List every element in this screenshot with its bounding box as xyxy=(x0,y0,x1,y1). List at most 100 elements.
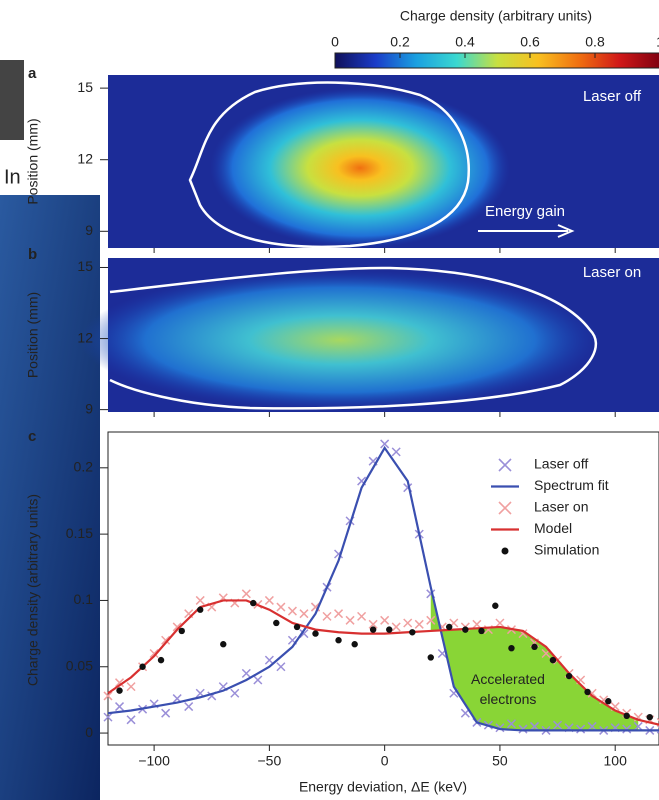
plot-frame xyxy=(107,431,659,746)
dot-marker xyxy=(462,626,469,633)
contour xyxy=(188,81,470,249)
dot-marker xyxy=(531,643,538,651)
y-tick-label: 9 xyxy=(85,400,93,416)
cross-marker xyxy=(391,622,401,632)
y-axis-label: Position (mm) xyxy=(25,292,41,378)
contour xyxy=(109,266,598,410)
legend-marker xyxy=(498,501,512,515)
y-tick-label: 9 xyxy=(85,222,93,238)
x-tick-label: −50 xyxy=(258,753,282,769)
colorbar-tick-label: 0.8 xyxy=(585,34,605,50)
legend-marker xyxy=(498,458,512,472)
cross-marker xyxy=(426,615,436,625)
cross-marker xyxy=(299,629,309,639)
dot-marker xyxy=(427,654,434,661)
cross-marker xyxy=(414,619,424,629)
cross-marker xyxy=(149,648,159,659)
y-tick-label: 0.2 xyxy=(74,459,94,475)
cross-marker xyxy=(264,655,274,665)
cross-marker xyxy=(357,611,367,621)
cross-marker xyxy=(184,702,194,712)
cross-marker xyxy=(518,724,528,734)
fragment-text: In xyxy=(4,166,21,188)
dot-marker xyxy=(565,672,573,680)
dot-marker xyxy=(646,713,653,721)
background xyxy=(0,195,100,800)
y-tick-label: 0.1 xyxy=(74,591,94,607)
cross-marker xyxy=(161,708,171,718)
dot-marker xyxy=(178,627,185,635)
dot-marker xyxy=(605,698,612,705)
annotation: Laser off xyxy=(583,88,642,105)
colorbar-tick-label: 0.4 xyxy=(455,34,475,50)
colorbar xyxy=(334,52,659,69)
series-line xyxy=(107,445,659,732)
legend-label: Spectrum fit xyxy=(534,477,609,493)
background xyxy=(0,60,24,140)
colorbar-title: Charge density (arbitrary units) xyxy=(400,8,592,24)
dot-marker xyxy=(139,663,146,670)
cross-marker xyxy=(380,615,390,625)
heatmap-blob xyxy=(210,88,510,248)
cross-marker xyxy=(587,721,597,731)
cross-marker xyxy=(230,688,240,698)
heatmap-blob xyxy=(80,270,600,410)
x-axis-label: Energy deviation, ΔE (keV) xyxy=(299,779,467,795)
annotation: Energy gain xyxy=(485,203,565,220)
legend-label: Model xyxy=(534,520,572,536)
y-axis-label: Position (mm) xyxy=(25,118,41,204)
dot-marker xyxy=(293,623,301,631)
dot-marker xyxy=(409,629,416,636)
cross-marker xyxy=(345,615,355,625)
cross-marker xyxy=(287,606,297,616)
arrow xyxy=(478,224,575,238)
dot-marker xyxy=(369,626,377,633)
cross-marker xyxy=(114,702,125,712)
dot-marker xyxy=(446,623,453,631)
y-axis-label: Charge density (arbitrary units) xyxy=(25,494,41,686)
dot-marker xyxy=(220,641,227,648)
cross-marker xyxy=(380,439,390,449)
legend-label: Simulation xyxy=(534,542,599,558)
dot-marker xyxy=(157,656,165,664)
cross-marker xyxy=(276,662,286,672)
dot-marker xyxy=(351,641,358,648)
cross-marker xyxy=(622,724,632,734)
dot-marker xyxy=(116,687,123,694)
cross-marker xyxy=(103,691,113,701)
cross-marker xyxy=(264,595,274,605)
y-tick-label: 0.05 xyxy=(66,657,93,673)
panel-label: b xyxy=(28,246,37,263)
cross-marker xyxy=(276,602,286,612)
cross-marker xyxy=(633,721,643,731)
legend-label: Laser off xyxy=(534,456,588,472)
x-tick-label: 50 xyxy=(492,753,508,769)
dot-marker xyxy=(273,619,280,627)
colorbar-tick-label: 0.2 xyxy=(390,34,410,50)
cross-marker xyxy=(322,611,332,621)
dot-marker xyxy=(312,630,319,637)
y-tick-label: 15 xyxy=(77,79,93,95)
panel-label: a xyxy=(28,65,37,82)
dot-marker xyxy=(623,712,630,720)
cross-marker xyxy=(126,682,136,692)
cross-marker xyxy=(495,723,505,733)
cross-marker xyxy=(126,715,136,725)
panel-label: c xyxy=(28,428,36,445)
cross-marker xyxy=(161,635,171,645)
cross-marker xyxy=(529,721,540,731)
dot-marker xyxy=(492,602,499,609)
cross-marker xyxy=(368,619,378,629)
dot-marker xyxy=(549,656,557,664)
annotation: Laser on xyxy=(583,264,641,281)
cross-marker xyxy=(103,712,113,722)
cross-marker xyxy=(334,609,344,619)
cross-marker xyxy=(241,668,251,678)
x-tick-label: 0 xyxy=(381,753,389,769)
cross-marker xyxy=(403,618,413,628)
colorbar-tick-label: 0.6 xyxy=(520,34,540,50)
legend-label: Laser on xyxy=(534,499,588,515)
y-tick-label: 12 xyxy=(77,329,93,345)
